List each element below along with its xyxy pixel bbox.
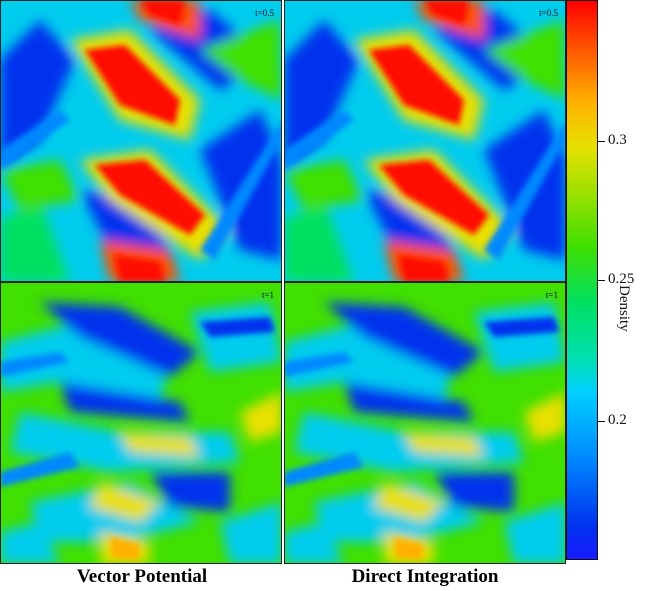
column-label-vector-potential: Vector Potential <box>76 566 208 587</box>
colorbar-tick <box>598 280 605 281</box>
colorbar-tick <box>598 141 605 142</box>
time-label: t=1 <box>261 290 274 300</box>
density-field-image <box>0 0 282 282</box>
colorbar-tick-label: 0.3 <box>608 132 627 148</box>
time-label: t=1 <box>545 290 558 300</box>
density-field-image <box>284 282 566 564</box>
density-colorbar <box>566 0 598 560</box>
colorbar-title: Density <box>616 285 632 332</box>
column-label-direct-integration: Direct Integration <box>351 566 499 587</box>
colorbar-tick <box>598 421 605 422</box>
panel-direct-integration-t1: t=1 <box>284 282 566 564</box>
colorbar-tick-label: 0.25 <box>608 271 635 287</box>
time-label: t=0.5 <box>255 8 274 18</box>
time-label: t=0.5 <box>539 8 558 18</box>
density-field-image <box>284 0 566 282</box>
density-field-image <box>0 282 282 564</box>
panel-vector-potential-t05: t=0.5 <box>0 0 282 282</box>
panel-vector-potential-t1: t=1 <box>0 282 282 564</box>
panel-direct-integration-t05: t=0.5 <box>284 0 566 282</box>
colorbar-tick-label: 0.2 <box>608 412 627 428</box>
